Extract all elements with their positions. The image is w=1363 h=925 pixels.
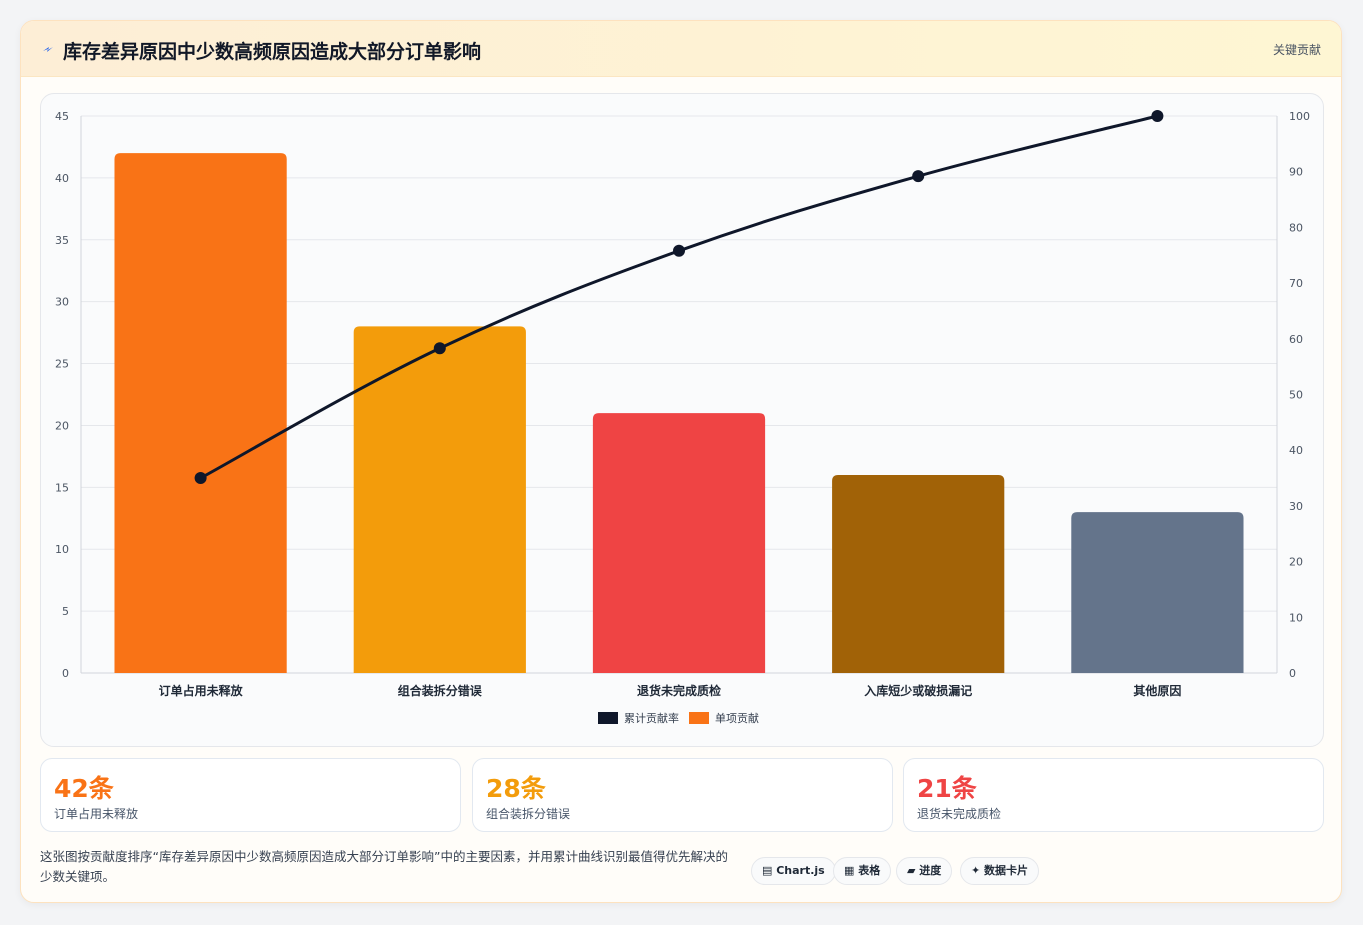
bar xyxy=(114,153,287,674)
y-tick-label: 10 xyxy=(55,543,69,556)
y-tick-label: 5 xyxy=(62,605,69,618)
y2-tick-label: 70 xyxy=(1289,277,1303,290)
cumulative-point xyxy=(194,472,207,485)
chart-area: 0 5 10 15 20 25 30 35 40 45 0 10 20 30 40 50 60 70 80 90 100… xyxy=(40,93,1324,747)
bar xyxy=(1071,512,1244,673)
header-tag: 关键贡献 xyxy=(1272,43,1321,57)
chip-data-card[interactable]: ✦ 数据卡片 xyxy=(960,857,1040,885)
y-tick-label: 30 xyxy=(55,296,69,309)
x-tick-label: 其他原因 xyxy=(1133,683,1181,698)
stat-label: 订单占用未释放 xyxy=(54,807,139,821)
y2-tick-label: 0 xyxy=(1289,667,1296,680)
chip-table[interactable]: ▦ 表格 xyxy=(833,857,892,885)
x-tick-label: 组合装拆分错误 xyxy=(398,683,483,698)
y2-tick-label: 20 xyxy=(1289,556,1303,569)
x-tick-label: 订单占用未释放 xyxy=(159,683,244,698)
cumulative-point xyxy=(433,342,446,355)
chip-progress[interactable]: ▰ 进度 xyxy=(896,857,953,885)
y-tick-label: 20 xyxy=(55,419,69,432)
x-tick-label: 入库短少或破损漏记 xyxy=(864,683,972,698)
chart-description: 这张图按贡献度排序“库存差异原因中少数高频原因造成大部分订单影响”中的主要因素，… xyxy=(40,849,728,884)
stat-card: 21条 退货未完成质检 xyxy=(903,758,1324,832)
y2-tick-label: 10 xyxy=(1289,611,1303,624)
y2-tick-label: 80 xyxy=(1289,221,1303,234)
y2-tick-label: 40 xyxy=(1289,444,1303,457)
pareto-chart: 0 5 10 15 20 25 30 35 40 45 0 10 20 30 40 50 60 70 80 90 100… xyxy=(55,110,1310,725)
legend-swatch xyxy=(689,712,709,724)
legend-label: 累计贡献率 xyxy=(624,711,679,725)
cumulative-point xyxy=(1151,110,1164,122)
stat-value: 21条 xyxy=(917,774,977,803)
y2-tick-label: 60 xyxy=(1289,333,1303,346)
chart-card: 库存差异原因中少数高频原因造成大部分订单影响 关键贡献 0 5 10 15 20 25 30… xyxy=(20,20,1342,903)
y2-tick-label: 90 xyxy=(1289,166,1303,179)
stat-value: 42条 xyxy=(54,774,114,803)
bar xyxy=(832,474,1005,673)
x-tick-label: 退货未完成质检 xyxy=(637,683,721,698)
y2-tick-label: 30 xyxy=(1289,500,1303,513)
stat-card: 42条 订单占用未释放 xyxy=(40,758,461,832)
legend-label: 单项贡献 xyxy=(715,711,759,725)
chip-chartjs[interactable]: ▤ Chart.js xyxy=(751,857,836,885)
card-header: 库存差异原因中少数高频原因造成大部分订单影响 关键贡献 xyxy=(21,21,1341,77)
y-tick-label: 45 xyxy=(55,110,69,123)
cumulative-point xyxy=(673,244,685,257)
legend-swatch xyxy=(598,712,618,724)
chart-title: 库存差异原因中少数高频原因造成大部分订单影响 xyxy=(63,41,482,63)
y-tick-label: 15 xyxy=(55,481,69,494)
stat-card: 28条 组合装拆分错误 xyxy=(472,758,893,832)
y2-tick-label: 100 xyxy=(1289,110,1310,123)
stat-cards: 42条 订单占用未释放 28条 组合装拆分错误 21条 退货未完成质检 xyxy=(40,758,1324,832)
stat-label: 退货未完成质检 xyxy=(917,807,1002,821)
lightning-icon xyxy=(41,40,55,58)
stat-label: 组合装拆分错误 xyxy=(486,807,571,821)
cumulative-point xyxy=(912,170,925,183)
y-tick-label: 40 xyxy=(55,172,69,185)
bar xyxy=(353,326,526,673)
y-tick-label: 25 xyxy=(55,358,69,371)
stat-value: 28条 xyxy=(486,774,546,803)
y-tick-label: 0 xyxy=(62,667,69,680)
y2-tick-label: 50 xyxy=(1289,389,1303,402)
y-tick-label: 35 xyxy=(55,234,69,247)
bar xyxy=(592,413,766,673)
